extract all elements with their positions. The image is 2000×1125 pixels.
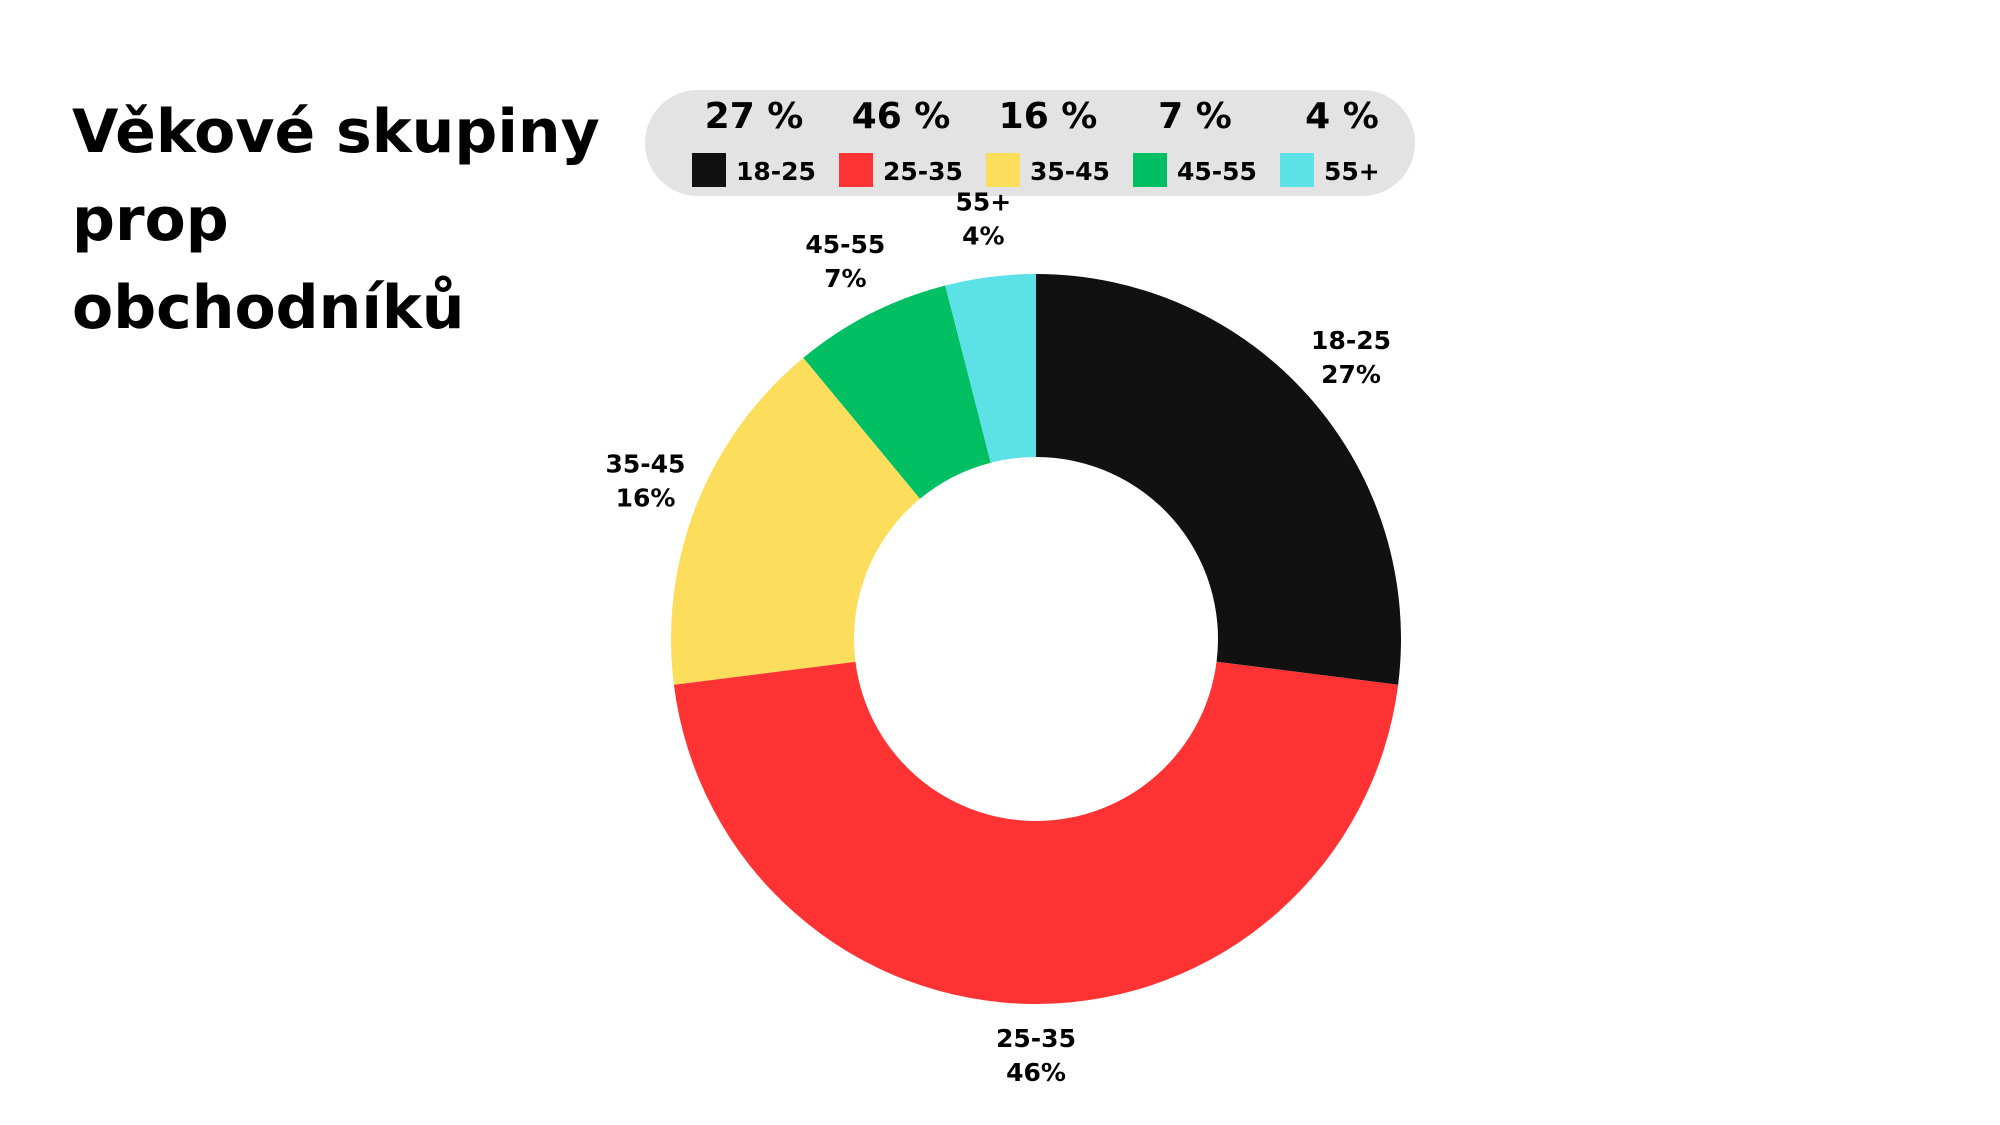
legend-value: 7 % (1158, 96, 1232, 137)
slice-value-label: 7% (824, 264, 866, 293)
legend-value: 4 % (1305, 96, 1379, 137)
legend-swatch (1133, 153, 1167, 187)
slice-value-label: 4% (962, 221, 1004, 250)
slice-label: 18-25 (1311, 326, 1391, 355)
legend-value: 27 % (705, 96, 804, 137)
slice-label: 35-45 (606, 449, 686, 478)
legend-background (645, 90, 1415, 196)
legend-swatch (692, 153, 726, 187)
donut-slice (1036, 274, 1401, 685)
legend-label: 18-25 (736, 157, 816, 186)
legend-swatch (986, 153, 1020, 187)
chart-title: Věkové skupiny prop obchodníků (72, 97, 600, 343)
legend-label: 55+ (1324, 157, 1380, 186)
legend-label: 45-55 (1177, 157, 1257, 186)
slice-value-label: 16% (616, 483, 676, 512)
legend-value: 46 % (852, 96, 951, 137)
donut-slice (673, 661, 1399, 1004)
slice-value-label: 46% (1006, 1058, 1066, 1087)
slice-label: 25-35 (996, 1024, 1076, 1053)
slice-label: 45-55 (805, 230, 885, 259)
legend-label: 35-45 (1030, 157, 1110, 186)
donut-slice (670, 357, 920, 685)
donut-slice (803, 285, 991, 499)
slice-value-label: 27% (1321, 360, 1381, 389)
legend-value: 16 % (999, 96, 1098, 137)
slice-label: 55+ (955, 187, 1011, 216)
donut-slice (945, 274, 1036, 463)
legend-label: 25-35 (883, 157, 963, 186)
legend-swatch (1280, 153, 1314, 187)
legend-swatch (839, 153, 873, 187)
